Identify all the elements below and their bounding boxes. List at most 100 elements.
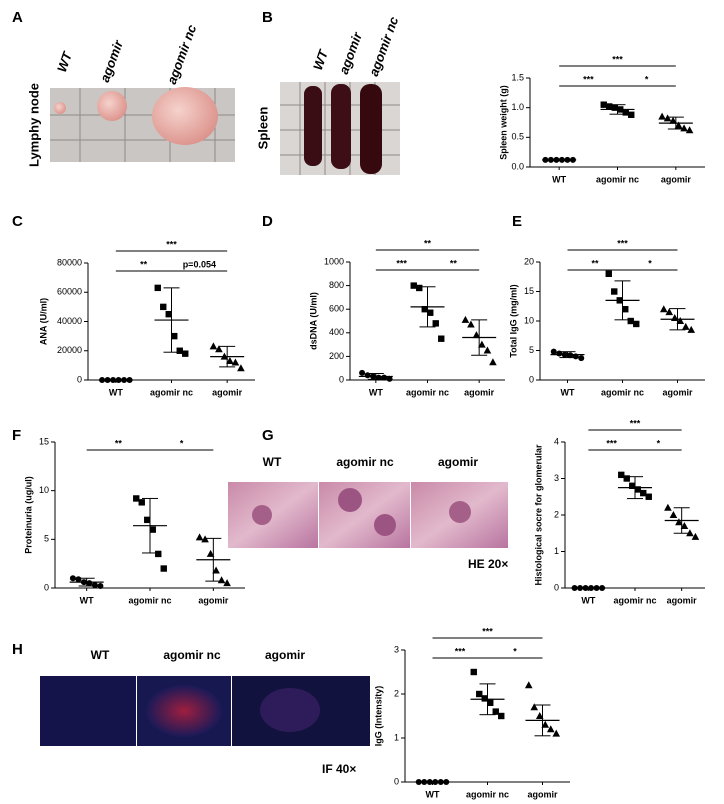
data-point (154, 284, 161, 292)
data-point (182, 350, 189, 357)
x-tick-label: agomir nc (613, 595, 656, 605)
x-tick-label: agomir (667, 595, 698, 605)
lane-label: agomir (97, 37, 126, 84)
data-point (86, 580, 93, 587)
y-axis-label: Spleen weight (g) (498, 85, 508, 160)
data-point (467, 320, 475, 328)
y-tick-label: 40000 (57, 316, 82, 326)
data-point (658, 112, 666, 120)
data-point (97, 583, 104, 590)
data-point (91, 582, 98, 589)
lane-label: WT (91, 648, 110, 662)
panel-letter: H (12, 641, 23, 658)
data-point (600, 101, 607, 108)
data-point (640, 489, 647, 497)
significance-label: * (645, 74, 649, 84)
x-tick-label: WT (109, 387, 123, 397)
data-point (676, 317, 685, 324)
y-axis-label: Total IgG (mg/ml) (508, 284, 518, 357)
y-tick-label: 2 (554, 509, 559, 519)
data-point (605, 270, 612, 277)
data-point (498, 712, 505, 720)
significance-label: *** (583, 74, 594, 84)
data-point (622, 306, 629, 313)
data-point (223, 579, 231, 587)
data-point (687, 325, 696, 333)
he-stain-images (228, 482, 508, 548)
x-tick-label: WT (426, 789, 440, 799)
significance-label: ** (424, 238, 432, 248)
x-tick-label: agomir nc (150, 387, 193, 397)
data-point (663, 114, 672, 122)
data-point (237, 364, 245, 372)
y-tick-label: 800 (329, 280, 344, 290)
significance-label: *** (630, 418, 641, 428)
data-point (669, 116, 677, 124)
y-tick-label: 1 (394, 732, 399, 742)
y-tick-label: 0 (554, 582, 559, 592)
data-point (685, 126, 694, 134)
data-point (138, 499, 145, 506)
y-tick-label: 5 (44, 534, 49, 544)
lane-label: agomir nc (163, 648, 221, 662)
data-point (133, 495, 140, 502)
x-tick-label: agomir nc (466, 789, 509, 799)
y-tick-label: 60000 (57, 287, 82, 297)
data-point (681, 322, 690, 330)
y-tick-label: 0 (529, 374, 534, 384)
data-point (160, 565, 167, 572)
x-tick-label: WT (369, 387, 383, 397)
data-point (212, 566, 220, 574)
data-point (487, 699, 494, 706)
lane-label: WT (310, 47, 331, 72)
data-point (489, 358, 497, 366)
data-point (628, 111, 635, 118)
significance-label: * (180, 438, 184, 448)
data-point (645, 493, 652, 500)
data-point (176, 347, 183, 354)
y-tick-label: 1.5 (511, 72, 524, 82)
lane-label: agomir nc (164, 22, 200, 86)
data-point (206, 549, 215, 557)
significance-label: *** (455, 646, 466, 656)
y-tick-label: 0 (77, 374, 82, 384)
data-point (171, 332, 178, 340)
y-tick-label: 10 (39, 485, 49, 495)
y-tick-label: 10 (524, 315, 534, 325)
lane-label: agomir (438, 455, 478, 469)
x-tick-label: agomir nc (596, 174, 639, 184)
data-point (75, 576, 82, 583)
lane-label: agomir nc (366, 14, 402, 78)
if-stain-images (40, 676, 370, 746)
data-point (623, 475, 630, 482)
data-point (524, 681, 533, 689)
data-point (144, 516, 151, 524)
y-tick-label: 1000 (324, 256, 344, 266)
data-point (535, 712, 544, 719)
lymph-node-photo (50, 87, 235, 162)
data-point (201, 535, 209, 543)
data-point (674, 121, 683, 129)
photo-label: Lymphy node (26, 83, 41, 167)
significance-label: * (513, 646, 517, 656)
data-point (611, 288, 618, 295)
data-point (69, 575, 76, 582)
data-point (686, 529, 694, 537)
data-point (231, 358, 240, 366)
data-point (416, 284, 423, 292)
y-tick-label: 1 (554, 546, 559, 556)
data-point (680, 124, 688, 132)
data-point (691, 532, 700, 540)
y-tick-label: 15 (524, 286, 534, 296)
data-point (432, 320, 439, 327)
data-point (546, 725, 555, 733)
lane-label: agomir nc (336, 455, 394, 469)
y-tick-label: 5 (529, 345, 534, 355)
data-point (530, 703, 539, 711)
y-tick-label: 2 (394, 688, 399, 698)
y-tick-label: 4 (554, 436, 559, 446)
significance-label: * (648, 258, 652, 268)
y-tick-label: 15 (39, 436, 49, 446)
y-axis-label: dsDNA (U/ml) (308, 292, 318, 350)
significance-label: *** (606, 438, 617, 448)
